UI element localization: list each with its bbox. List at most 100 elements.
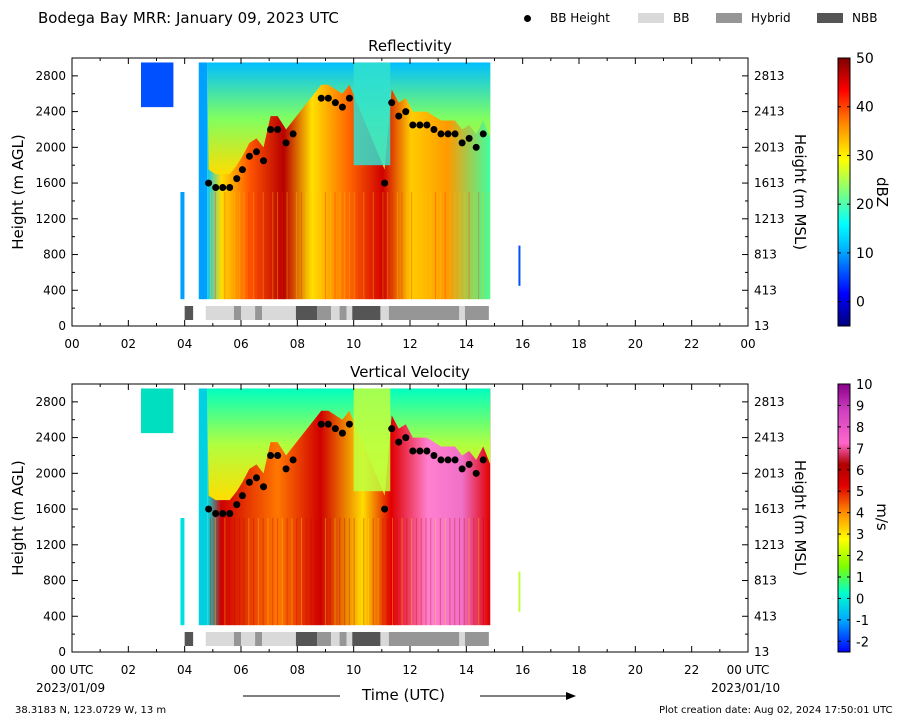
velocity-x-tick-label: 06 bbox=[233, 663, 248, 677]
legend-hybrid-label: Hybrid bbox=[751, 11, 791, 25]
reflectivity-y-tick-label-right: 2013 bbox=[754, 140, 785, 154]
reflectivity-bb-height-point bbox=[282, 139, 290, 147]
velocity-streak bbox=[253, 518, 255, 626]
reflectivity-bb-height-point bbox=[289, 130, 297, 138]
velocity-x-tick-label: 00 UTC bbox=[51, 663, 94, 677]
reflectivity-streak bbox=[435, 192, 437, 300]
velocity-bb-height-point bbox=[219, 510, 227, 518]
reflectivity-bb-type-segment bbox=[241, 306, 256, 320]
reflectivity-streak bbox=[430, 192, 432, 300]
reflectivity-bb-height-point bbox=[205, 179, 213, 187]
velocity-streak bbox=[214, 518, 216, 626]
reflectivity-bb-height-point bbox=[233, 175, 241, 183]
reflectivity-streak bbox=[406, 192, 408, 300]
reflectivity-streak bbox=[334, 192, 336, 300]
reflectivity-x-tick-label: 02 bbox=[121, 337, 136, 351]
velocity-y-tick-label-right: 2013 bbox=[754, 466, 785, 480]
velocity-streak bbox=[315, 518, 317, 626]
reflectivity-bb-type-segment bbox=[464, 306, 489, 320]
reflectivity-streak bbox=[286, 192, 288, 300]
page-title: Bodega Bay MRR: January 09, 2023 UTC bbox=[38, 9, 339, 27]
reflectivity-streak bbox=[459, 192, 461, 300]
velocity-streak bbox=[296, 518, 298, 626]
reflectivity-field bbox=[141, 62, 521, 320]
velocity-streak bbox=[401, 518, 403, 626]
velocity-streak bbox=[281, 518, 283, 626]
reflectivity-y-tick-label-right: 2813 bbox=[754, 69, 785, 83]
velocity-bb-type-segment bbox=[459, 632, 465, 646]
reflectivity-x-tick-label: 10 bbox=[346, 337, 361, 351]
velocity-bb-height-point bbox=[324, 420, 332, 428]
velocity-bb-height-point bbox=[205, 505, 213, 513]
reflectivity-late-echo bbox=[518, 245, 521, 286]
reflectivity-streak bbox=[487, 192, 489, 300]
reflectivity-streak bbox=[382, 192, 384, 300]
velocity-colorbar-tick-label: 8 bbox=[856, 421, 864, 436]
velocity-bb-height-point bbox=[317, 420, 325, 428]
reflectivity-gap-band bbox=[353, 62, 391, 166]
time-arrows bbox=[243, 692, 576, 700]
velocity-x-tick-label: 16 bbox=[515, 663, 530, 677]
reflectivity-bb-height-point bbox=[245, 152, 253, 160]
velocity-bb-type-segment bbox=[331, 632, 340, 646]
velocity-y-tick-label: 400 bbox=[43, 609, 66, 623]
reflectivity-x-tick-label: 00 bbox=[740, 337, 755, 351]
reflectivity-bb-type-segment bbox=[339, 306, 347, 320]
reflectivity-upper-layer bbox=[207, 62, 491, 175]
reflectivity-colorbar-tick-label: 0 bbox=[856, 295, 865, 311]
velocity-x-tick-label: 14 bbox=[459, 663, 474, 677]
velocity-streak bbox=[473, 518, 475, 626]
legend-nbb-swatch bbox=[817, 13, 843, 23]
reflectivity-y-tick-label: 2400 bbox=[35, 105, 66, 119]
velocity-colorbar-tick-label: 6 bbox=[856, 464, 864, 479]
reflectivity-y-tick-label-right: 2413 bbox=[754, 105, 785, 119]
reflectivity-y-tick-label: 0 bbox=[58, 319, 66, 333]
reflectivity-bb-height-point bbox=[444, 130, 452, 138]
velocity-bb-height-point bbox=[430, 451, 438, 459]
reflectivity-bb-height-point bbox=[381, 179, 389, 187]
reflectivity-bb-height-point bbox=[458, 139, 466, 147]
reflectivity-streak bbox=[473, 192, 475, 300]
reflectivity-streak bbox=[267, 192, 269, 300]
creation-date-note: Plot creation date: Aug 02, 2024 17:50:0… bbox=[659, 705, 893, 716]
reflectivity-streak bbox=[348, 192, 350, 300]
velocity-streak bbox=[305, 518, 307, 626]
reflectivity-y-tick-label-right: 413 bbox=[754, 283, 777, 297]
reflectivity-streak bbox=[377, 192, 379, 300]
velocity-y-tick-label-right: 13 bbox=[754, 645, 769, 659]
reflectivity-streak bbox=[324, 192, 326, 300]
reflectivity-streak bbox=[329, 192, 331, 300]
reflectivity-bb-type-segment bbox=[295, 306, 318, 320]
velocity-streak bbox=[459, 518, 461, 626]
reflectivity-x-tick-label: 16 bbox=[515, 337, 530, 351]
velocity-bb-height-point bbox=[233, 501, 241, 509]
reflectivity-streak bbox=[305, 192, 307, 300]
legend-bb-label: BB bbox=[673, 11, 690, 25]
velocity-x-tick-label: 20 bbox=[628, 663, 643, 677]
legend-hybrid-swatch bbox=[716, 13, 742, 23]
velocity-x-tick-label: 22 bbox=[684, 663, 699, 677]
reflectivity-bb-type-segment bbox=[184, 306, 194, 320]
reflectivity-streak bbox=[214, 192, 216, 300]
velocity-streak bbox=[257, 518, 259, 626]
legend-bb-swatch bbox=[638, 13, 664, 23]
velocity-bb-height-point bbox=[245, 478, 253, 486]
velocity-colorbar-tick-label: 4 bbox=[856, 507, 864, 522]
velocity-bb-height-point bbox=[282, 465, 290, 473]
reflectivity-y-tick-label: 1200 bbox=[35, 212, 66, 226]
reflectivity-colorbar bbox=[837, 57, 851, 327]
reflectivity-streak bbox=[387, 192, 389, 300]
reflectivity-bb-height-point bbox=[402, 108, 410, 116]
reflectivity-streak bbox=[478, 192, 480, 300]
velocity-y-tick-label: 2400 bbox=[35, 431, 66, 445]
velocity-x-tick-label: 00 UTC bbox=[727, 663, 770, 677]
velocity-bb-height-point bbox=[465, 460, 473, 468]
reflectivity-bb-height-point bbox=[388, 99, 396, 107]
reflectivity-bb-type-segment bbox=[317, 306, 332, 320]
reflectivity-y-tick-label-right: 1213 bbox=[754, 212, 785, 226]
end-date-label: 2023/01/10 bbox=[711, 681, 781, 695]
reflectivity-streak bbox=[257, 192, 259, 300]
velocity-streak bbox=[353, 518, 355, 626]
velocity-streak bbox=[482, 518, 484, 626]
